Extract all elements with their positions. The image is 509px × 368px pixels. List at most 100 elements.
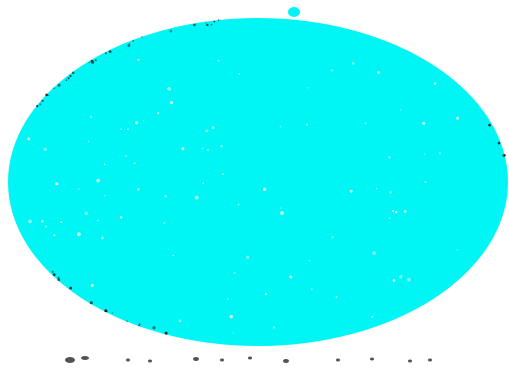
noise-speck bbox=[246, 255, 250, 259]
noise-speck bbox=[330, 69, 334, 72]
edge-speck bbox=[502, 154, 506, 158]
noise-speck bbox=[331, 236, 334, 239]
edge-speck bbox=[88, 61, 91, 64]
noise-speck bbox=[206, 148, 209, 152]
noise-speck bbox=[142, 120, 145, 122]
edge-speck bbox=[53, 87, 55, 90]
noise-speck bbox=[53, 234, 56, 237]
edge-speck bbox=[41, 99, 44, 102]
noise-speck bbox=[170, 101, 173, 105]
noise-speck bbox=[87, 140, 90, 143]
noise-speck bbox=[178, 319, 182, 323]
noise-speck bbox=[364, 122, 367, 125]
noise-speck bbox=[133, 162, 136, 165]
noise-speck bbox=[55, 182, 59, 186]
edge-speck bbox=[104, 52, 107, 55]
noise-speck bbox=[44, 225, 48, 228]
noise-speck bbox=[28, 219, 32, 224]
edge-speck bbox=[210, 23, 213, 26]
noise-speck bbox=[137, 188, 140, 191]
noise-speck bbox=[233, 271, 236, 274]
bottom-scan-marks bbox=[65, 356, 432, 363]
edge-speck bbox=[206, 23, 209, 27]
noise-speck bbox=[101, 236, 104, 240]
noise-speck bbox=[167, 87, 171, 91]
noise-speck bbox=[164, 195, 167, 198]
scan-noise-speckles bbox=[27, 58, 459, 334]
edge-speck bbox=[138, 324, 140, 327]
bottom-mark bbox=[193, 357, 199, 361]
noise-speck bbox=[279, 125, 282, 128]
edge-speck bbox=[89, 301, 93, 305]
noise-speck bbox=[377, 71, 380, 74]
edge-speck bbox=[111, 312, 114, 314]
bottom-mark bbox=[126, 358, 130, 362]
edge-speck bbox=[132, 39, 135, 42]
noise-speck bbox=[371, 315, 374, 319]
noise-speck bbox=[104, 195, 106, 197]
noise-speck bbox=[306, 123, 308, 126]
edge-speck bbox=[36, 105, 39, 108]
noise-speck bbox=[264, 292, 268, 296]
noise-speck bbox=[434, 82, 437, 85]
edge-speck bbox=[71, 71, 75, 75]
edge-speck bbox=[127, 44, 131, 47]
noise-speck bbox=[120, 128, 122, 130]
bottom-mark bbox=[81, 356, 89, 360]
noise-speck bbox=[424, 180, 427, 184]
noise-speck bbox=[27, 137, 31, 141]
noise-speck bbox=[97, 219, 99, 222]
edge-noise-specks bbox=[36, 19, 506, 335]
noise-speck bbox=[119, 216, 123, 219]
noise-speck bbox=[137, 58, 140, 61]
noise-speck bbox=[220, 145, 223, 148]
bottom-mark bbox=[283, 359, 289, 363]
edge-speck bbox=[488, 123, 491, 127]
bottom-mark bbox=[408, 359, 412, 363]
noise-speck bbox=[335, 296, 338, 298]
edge-speck bbox=[39, 103, 42, 106]
noise-speck bbox=[238, 73, 241, 75]
bottom-mark bbox=[220, 358, 224, 362]
noise-speck bbox=[163, 222, 166, 225]
noise-speck bbox=[202, 147, 204, 150]
noise-speck bbox=[395, 210, 398, 214]
noise-speck bbox=[205, 129, 209, 133]
noise-speck bbox=[43, 147, 47, 151]
edge-speck bbox=[67, 77, 70, 80]
edge-speck bbox=[45, 93, 48, 97]
noise-speck bbox=[308, 260, 311, 262]
noise-speck bbox=[399, 109, 402, 111]
noise-speck bbox=[456, 249, 458, 251]
edge-speck bbox=[65, 79, 68, 81]
noise-speck bbox=[157, 112, 160, 114]
edge-speck bbox=[69, 74, 72, 78]
bottom-mark bbox=[248, 356, 252, 360]
noise-speck bbox=[307, 87, 309, 89]
noise-speck bbox=[89, 115, 93, 119]
noise-speck bbox=[399, 275, 403, 279]
noise-speck bbox=[372, 251, 376, 255]
noise-speck bbox=[280, 207, 282, 209]
noise-speck bbox=[226, 298, 229, 300]
noise-speck bbox=[126, 128, 129, 131]
edge-speck bbox=[213, 20, 216, 23]
edge-speck bbox=[193, 23, 196, 27]
edge-speck bbox=[57, 83, 61, 87]
noise-speck bbox=[229, 315, 233, 319]
noise-speck bbox=[238, 203, 240, 206]
edge-speck bbox=[57, 276, 60, 279]
noise-speck bbox=[60, 221, 63, 224]
noise-speck bbox=[388, 156, 391, 159]
noise-speck bbox=[77, 188, 80, 190]
edge-speck bbox=[90, 59, 94, 63]
noise-speck bbox=[41, 220, 44, 223]
noise-speck bbox=[194, 195, 199, 200]
noise-speck bbox=[262, 187, 267, 191]
bottom-mark bbox=[148, 359, 152, 363]
noise-speck bbox=[135, 121, 139, 125]
noise-speck bbox=[90, 283, 94, 287]
noise-speck bbox=[217, 59, 220, 62]
noise-speck bbox=[456, 116, 459, 120]
edge-speck bbox=[126, 320, 128, 322]
